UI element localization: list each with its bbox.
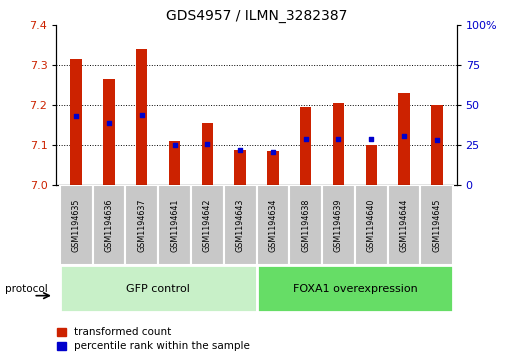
Point <box>72 114 80 119</box>
Point <box>334 136 343 142</box>
Point <box>137 112 146 118</box>
Point <box>170 142 179 148</box>
Text: GSM1194638: GSM1194638 <box>301 198 310 252</box>
Bar <box>322 185 355 265</box>
Bar <box>366 145 377 185</box>
Bar <box>300 107 311 185</box>
Text: protocol: protocol <box>5 284 48 294</box>
Text: GSM1194641: GSM1194641 <box>170 198 179 252</box>
Bar <box>388 185 421 265</box>
Bar <box>125 185 158 265</box>
Bar <box>234 150 246 185</box>
Bar <box>202 123 213 185</box>
Bar <box>421 185 453 265</box>
Text: GSM1194634: GSM1194634 <box>268 198 278 252</box>
Text: GDS4957 / ILMN_3282387: GDS4957 / ILMN_3282387 <box>166 9 347 23</box>
Text: GSM1194645: GSM1194645 <box>432 198 441 252</box>
Point <box>433 138 441 143</box>
Point <box>203 141 211 147</box>
Text: GSM1194639: GSM1194639 <box>334 198 343 252</box>
Bar <box>431 105 443 185</box>
Text: GSM1194637: GSM1194637 <box>137 198 146 252</box>
Bar <box>399 93 410 185</box>
Legend: transformed count, percentile rank within the sample: transformed count, percentile rank withi… <box>57 327 250 351</box>
Bar <box>256 185 289 265</box>
Bar <box>256 265 453 312</box>
Bar <box>70 60 82 185</box>
Point <box>400 133 408 139</box>
Text: GSM1194643: GSM1194643 <box>235 198 245 252</box>
Text: GSM1194640: GSM1194640 <box>367 198 376 252</box>
Point <box>236 147 244 153</box>
Bar <box>136 49 147 185</box>
Bar <box>60 265 256 312</box>
Point <box>367 136 376 142</box>
Text: GSM1194635: GSM1194635 <box>72 198 81 252</box>
Bar <box>267 151 279 185</box>
Text: GSM1194636: GSM1194636 <box>105 198 113 252</box>
Bar <box>333 103 344 185</box>
Text: GSM1194644: GSM1194644 <box>400 198 408 252</box>
Bar <box>355 185 388 265</box>
Bar <box>224 185 256 265</box>
Text: GSM1194642: GSM1194642 <box>203 198 212 252</box>
Bar <box>103 79 114 185</box>
Bar <box>289 185 322 265</box>
Text: GFP control: GFP control <box>126 284 190 294</box>
Bar <box>60 185 92 265</box>
Point <box>302 136 310 142</box>
Point <box>105 120 113 126</box>
Point <box>269 149 277 155</box>
Bar <box>92 185 125 265</box>
Text: FOXA1 overexpression: FOXA1 overexpression <box>292 284 417 294</box>
Bar <box>191 185 224 265</box>
Bar <box>169 141 180 185</box>
Bar <box>158 185 191 265</box>
